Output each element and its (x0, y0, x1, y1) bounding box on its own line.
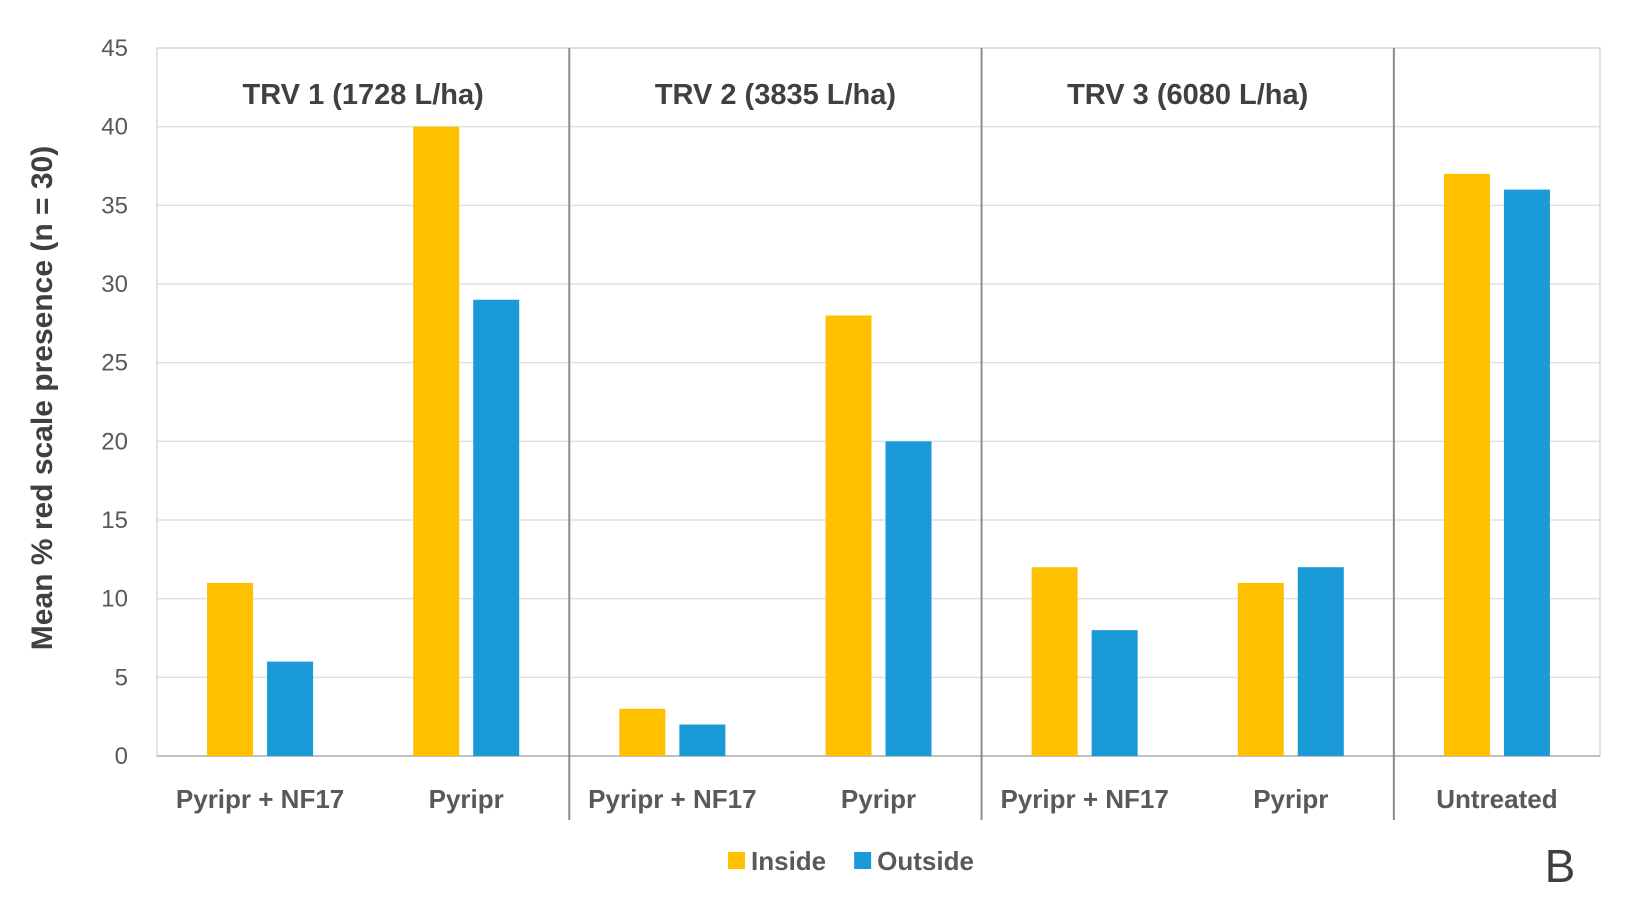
y-axis-ticks: 0 5 10 15 20 25 30 35 40 45 (101, 35, 128, 770)
y-tick-label: 40 (101, 114, 128, 141)
x-category-label: Pyripr + NF17 (176, 784, 344, 814)
category-labels: Pyripr + NF17 Pyripr Pyripr + NF17 Pyripr Py… (176, 784, 1558, 814)
bar-inside (1443, 173, 1490, 756)
group-title: TRV 2 (3835 L/ha) (655, 79, 896, 111)
plot-frame (156, 47, 1601, 757)
legend-label-inside: Inside (751, 846, 826, 876)
y-tick-label: 0 (115, 743, 128, 770)
x-category-label: Pyripr (841, 784, 916, 814)
y-tick-label: 25 (101, 350, 128, 377)
group-title: TRV 1 (1728 L/ha) (243, 79, 484, 111)
legend-swatch-outside (854, 852, 872, 869)
y-tick-label: 20 (101, 428, 128, 455)
bar-inside (207, 582, 254, 756)
y-tick-label: 30 (101, 271, 128, 298)
legend-swatch-inside (728, 852, 745, 869)
bar-outside (267, 661, 314, 756)
bars (207, 126, 1550, 757)
bar-outside (885, 441, 932, 756)
bar-outside (1297, 567, 1344, 756)
y-tick-label: 5 (115, 664, 128, 691)
x-category-label: Pyripr + NF17 (1000, 784, 1168, 814)
bar-inside (1031, 567, 1078, 756)
legend: Inside Outside (728, 846, 974, 876)
x-category-label: Pyripr (429, 784, 504, 814)
group-title: TRV 3 (6080 L/ha) (1067, 79, 1308, 111)
x-category-label: Pyripr (1253, 784, 1328, 814)
y-axis-title: Mean % red scale presence (n = 30) (26, 146, 59, 650)
legend-label-outside: Outside (877, 846, 974, 876)
bar-inside (413, 126, 460, 756)
panel-letter: B (1545, 840, 1576, 892)
bar-outside (679, 724, 726, 756)
y-tick-label: 10 (101, 586, 128, 613)
y-tick-label: 35 (101, 192, 128, 219)
bar-inside (619, 708, 666, 756)
bar-inside (825, 315, 872, 756)
bar-outside (1503, 189, 1550, 757)
group-separators (568, 48, 1395, 820)
x-category-label: Pyripr + NF17 (588, 784, 756, 814)
bar-inside (1237, 582, 1284, 756)
y-tick-label: 15 (101, 507, 128, 534)
group-titles: TRV 1 (1728 L/ha) TRV 2 (3835 L/ha) TRV 3 … (243, 79, 1309, 111)
bar-outside (473, 299, 520, 756)
y-tick-label: 45 (101, 35, 128, 62)
gridlines (156, 47, 1601, 757)
x-category-label: Untreated (1436, 784, 1557, 814)
bar-outside (1091, 630, 1138, 756)
